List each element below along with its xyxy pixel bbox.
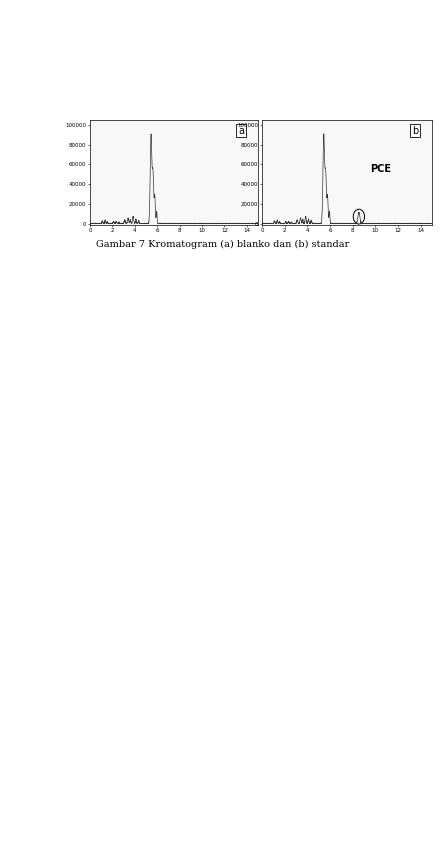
Text: Gambar 7 Kromatogram (a) blanko dan (b) standar: Gambar 7 Kromatogram (a) blanko dan (b) …	[96, 240, 349, 249]
Text: b: b	[412, 125, 418, 136]
Text: PCE: PCE	[371, 164, 392, 174]
Text: a: a	[238, 125, 244, 136]
